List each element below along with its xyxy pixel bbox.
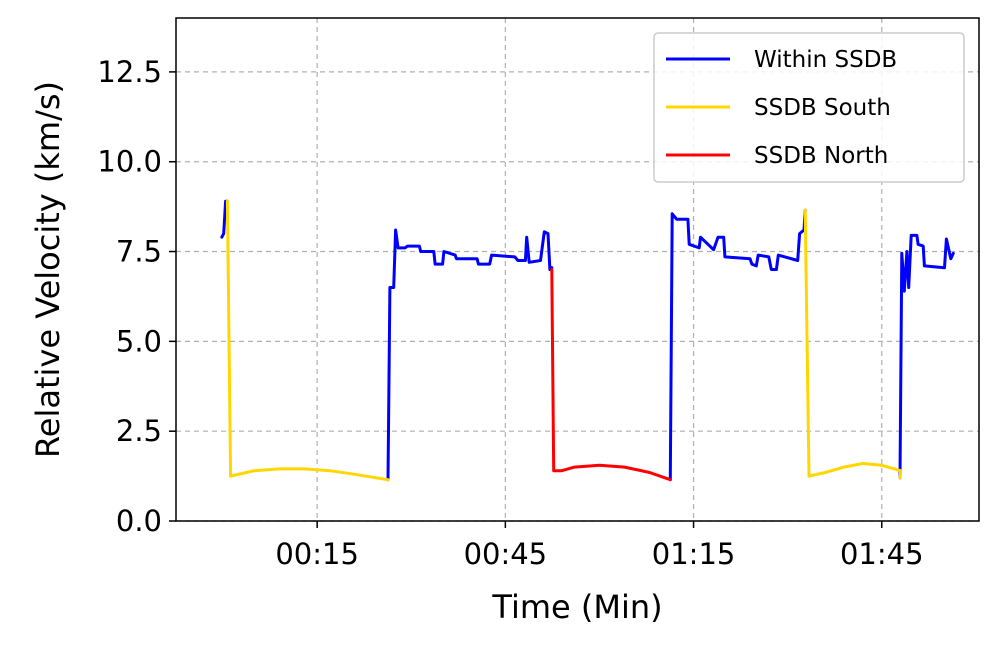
legend-label-ssdb-north: SSDB North [754, 143, 888, 169]
y-tick-label: 7.5 [116, 235, 162, 269]
legend-label-within-ssdb: Within SSDB [754, 47, 897, 73]
legend: Within SSDB SSDB South SSDB North [653, 32, 965, 183]
x-tick-label: 01:15 [652, 537, 736, 571]
x-tick-label: 00:45 [464, 537, 548, 571]
axis-ticks: 00:15 00:45 01:15 01:45 0.0 2.5 5.0 7.5 10.0 12.5 [97, 55, 923, 571]
y-tick-label: 2.5 [116, 414, 162, 448]
series-line-within-ssdb [898, 233, 955, 480]
x-tick-label: 01:45 [840, 537, 924, 571]
legend-label-ssdb-south: SSDB South [754, 95, 891, 121]
x-axis-label: Time (Min) [491, 588, 662, 626]
plot-series [220, 199, 955, 482]
y-tick-label: 12.5 [97, 55, 162, 89]
legend-box [653, 32, 965, 183]
y-tick-label: 0.0 [116, 504, 162, 538]
y-tick-label: 10.0 [97, 145, 162, 179]
series-line-ssdb-north [550, 268, 672, 482]
series-line-within-ssdb [668, 208, 807, 482]
y-tick-label: 5.0 [116, 324, 162, 358]
series-line-within-ssdb [386, 228, 554, 482]
series-line-ssdb-south [225, 199, 390, 482]
y-axis-label: Relative Velocity (km/s) [29, 81, 67, 458]
x-tick-label: 00:15 [275, 537, 359, 571]
plot-frame [175, 17, 980, 522]
series-line-ssdb-south [803, 208, 903, 480]
